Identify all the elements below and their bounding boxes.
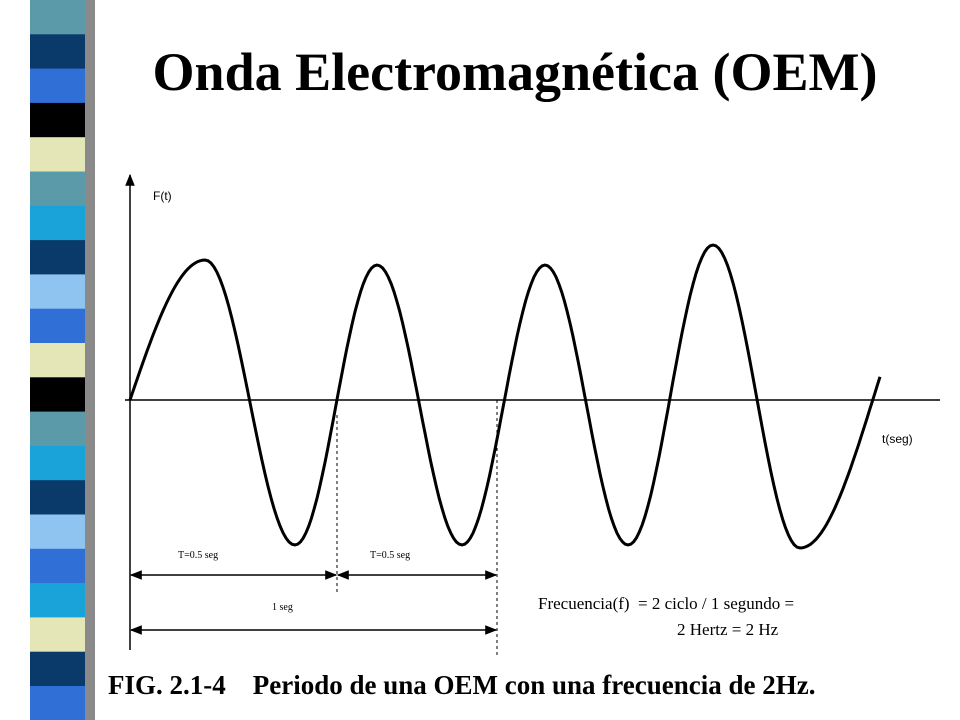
- stripe-square: [30, 686, 85, 720]
- stripe-square: [30, 205, 85, 241]
- formula: Frecuencia(f) = 2 ciclo / 1 segundo =: [538, 594, 794, 613]
- stripe-square: [30, 343, 85, 378]
- stripe-square: [30, 445, 85, 481]
- period-label: T=0.5 seg: [370, 550, 410, 561]
- stripe-square: [30, 171, 85, 207]
- stripe-square: [30, 480, 85, 515]
- stripe-square: [30, 274, 85, 310]
- stripe-square: [30, 0, 85, 35]
- stripe-square: [30, 240, 85, 275]
- x-axis-label: t(seg): [882, 432, 913, 446]
- stripe-square: [30, 548, 85, 584]
- formula: 2 Hertz = 2 Hz: [677, 620, 779, 639]
- stripe-square: [30, 514, 85, 550]
- wave: [128, 243, 882, 550]
- stripe-square: [30, 102, 85, 138]
- stripe-square: [30, 583, 85, 618]
- caption: FIG. 2.1-4 Periodo de una OEM con una fr…: [108, 670, 815, 700]
- stripe-square: [30, 68, 85, 104]
- title: Onda Electromagnética (OEM): [153, 42, 878, 102]
- stripe-square: [30, 411, 85, 447]
- period-label: T=0.5 seg: [178, 550, 218, 561]
- total-label: 1 seg: [272, 602, 293, 613]
- stripe-square: [30, 34, 85, 70]
- y-axis-label: F(t): [153, 189, 172, 203]
- stripe-square: [30, 137, 85, 172]
- stripe-square: [30, 377, 85, 413]
- stripe-square: [30, 617, 85, 653]
- stripe-shadow: [85, 0, 95, 720]
- decorative-stripe: [30, 0, 95, 720]
- stripe-square: [30, 651, 85, 687]
- stripe-square: [30, 308, 85, 344]
